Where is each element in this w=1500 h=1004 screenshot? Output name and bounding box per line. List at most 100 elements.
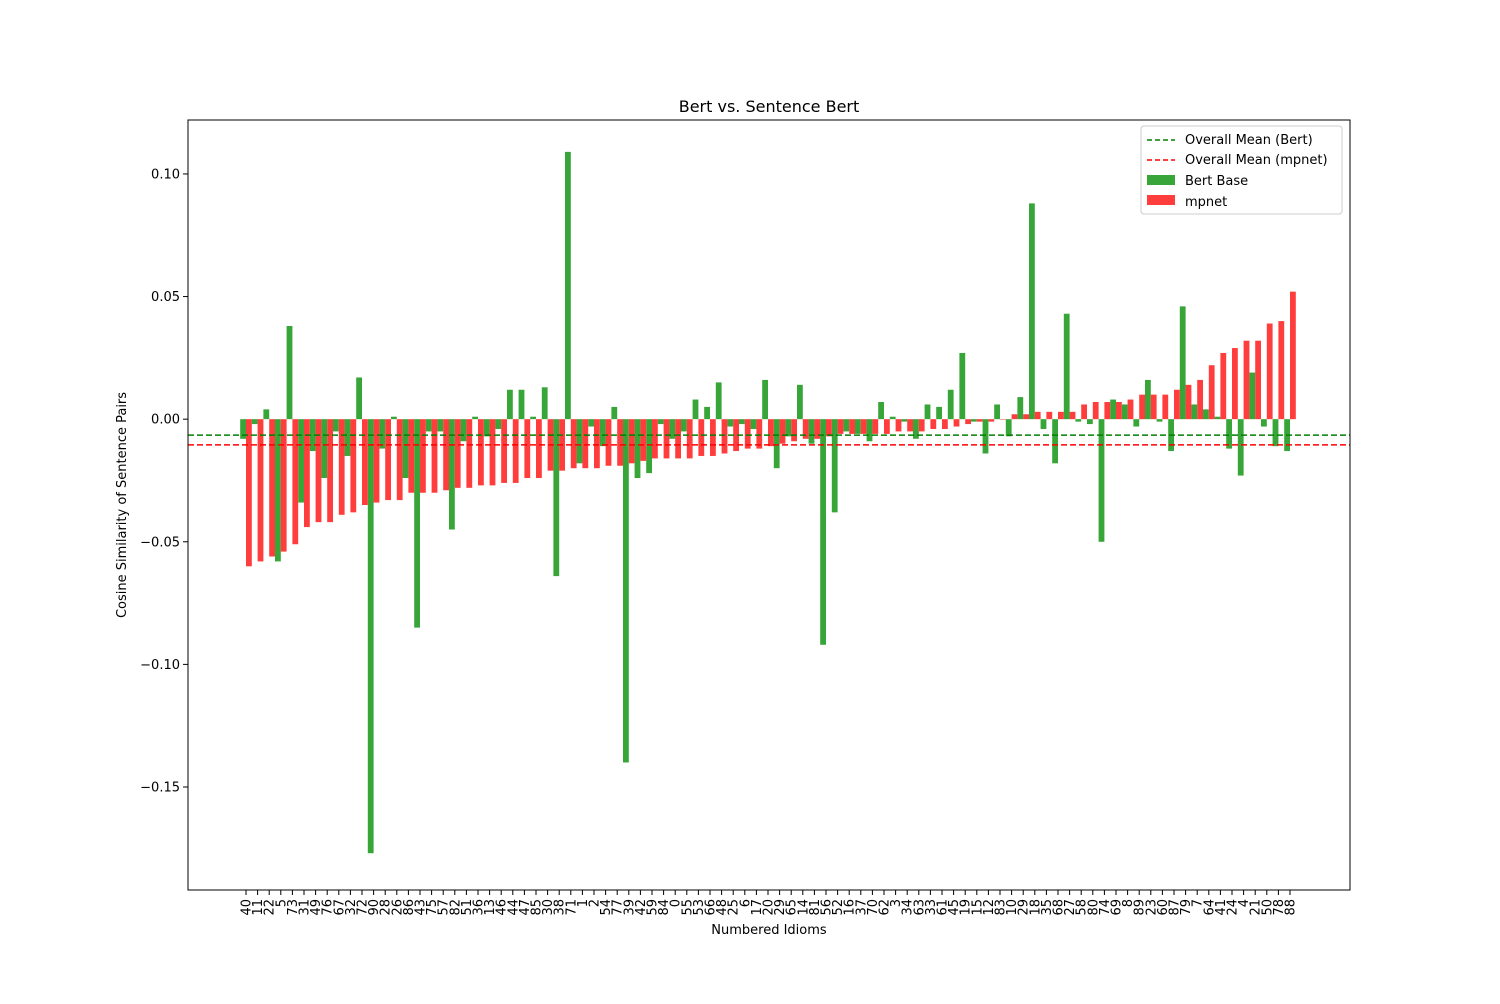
bar-mpnet-11	[373, 419, 380, 503]
y-tick-label-0: −0.15	[140, 781, 180, 796]
x-tick-label-37: 0	[669, 899, 684, 907]
bar-mpnet-19	[466, 419, 473, 488]
bar-bert-base-35	[646, 419, 652, 474]
x-tick-label-21: 13	[483, 899, 498, 916]
x-tick-label-9: 32	[344, 899, 359, 916]
bar-bert-base-26	[541, 387, 548, 420]
bar-mpnet-58	[918, 419, 925, 432]
x-tick-label-57: 34	[901, 899, 916, 916]
bar-bert-base-53	[855, 419, 861, 434]
bar-bert-base-54	[866, 419, 873, 442]
legend-label-mpnet: mpnet	[1185, 195, 1227, 210]
bar-bert-base-65	[994, 404, 1000, 420]
x-tick-label-70: 68	[1052, 899, 1067, 916]
bar-mpnet-52	[849, 419, 855, 434]
bar-bert-base-62	[959, 352, 966, 420]
bar-mpnet-49	[814, 419, 821, 439]
bar-mpnet-29	[582, 419, 589, 469]
x-tick-label-64: 12	[982, 899, 997, 916]
bar-mpnet-14	[408, 419, 415, 493]
bar-bert-base-88	[1261, 419, 1267, 427]
x-tick-label-89: 78	[1272, 899, 1287, 916]
bar-bert-base-31	[599, 419, 606, 447]
bar-mpnet-72	[1081, 404, 1087, 420]
bar-mpnet-40	[710, 419, 716, 456]
x-tick-label-8: 67	[332, 899, 347, 916]
bar-mpnet-82	[1197, 379, 1203, 420]
bar-mpnet-76	[1127, 399, 1134, 420]
bar-mpnet-55	[884, 419, 890, 434]
bar-bert-base-46	[773, 419, 780, 469]
x-tick-label-39: 53	[692, 899, 707, 916]
x-tick-label-24: 47	[518, 899, 533, 916]
bar-mpnet-4	[292, 419, 299, 545]
bar-bert-base-71	[1063, 313, 1070, 420]
bar-bert-base-4	[286, 325, 293, 420]
bar-bert-base-44	[750, 419, 757, 429]
x-tick-label-33: 39	[622, 899, 637, 916]
legend: Overall Mean (Bert) Overall Mean (mpnet)…	[1140, 125, 1343, 215]
x-tick-label-0: 40	[240, 899, 255, 916]
bar-bert-base-76	[1121, 404, 1128, 420]
bar-mpnet-18	[454, 419, 461, 488]
bar-mpnet-79	[1162, 394, 1169, 420]
bar-mpnet-25	[536, 419, 542, 479]
bar-bert-base-18	[449, 419, 455, 530]
bar-mpnet-13	[396, 419, 403, 501]
bar-mpnet-33	[628, 419, 635, 464]
bar-mpnet-51	[837, 419, 844, 434]
x-tick-label-25: 85	[530, 899, 545, 916]
bar-mpnet-31	[605, 419, 612, 466]
bar-bert-base-61	[947, 389, 954, 420]
bar-bert-base-10	[356, 377, 362, 420]
x-tick-label-41: 48	[715, 899, 730, 916]
x-tick-label-20: 36	[472, 899, 487, 916]
x-tick-label-31: 54	[599, 899, 614, 916]
x-tick-label-28: 71	[564, 899, 579, 916]
bar-mpnet-38	[686, 419, 693, 459]
x-tick-label-73: 80	[1086, 899, 1101, 916]
bar-bert-base-58	[913, 419, 919, 439]
bar-bert-base-40	[704, 406, 710, 420]
bar-mpnet-63	[976, 419, 983, 422]
x-axis-label: Numbered Idioms	[711, 923, 827, 938]
bar-mpnet-86	[1243, 340, 1250, 420]
bar-mpnet-64	[988, 419, 995, 422]
bar-mpnet-3	[280, 419, 287, 552]
bar-mpnet-8	[338, 419, 345, 515]
x-tick-label-53: 37	[854, 899, 869, 916]
bar-bert-base-59	[924, 404, 931, 420]
bar-mpnet-36	[663, 419, 670, 459]
x-tick-label-68: 18	[1028, 899, 1043, 916]
bar-bert-base-68	[1029, 203, 1035, 420]
y-axis: −0.15 −0.10 −0.05 0.00 0.05 0.10	[140, 167, 188, 796]
bar-bert-base-39	[692, 399, 699, 420]
legend-swatch-bert-base	[1147, 175, 1175, 185]
bar-mpnet-43	[744, 419, 751, 449]
bar-bert-base-22	[495, 419, 502, 429]
bar-bert-base-24	[518, 389, 525, 420]
x-tick-label-52: 16	[843, 899, 858, 916]
plot-frame	[187, 119, 1351, 891]
legend-frame	[1140, 125, 1343, 215]
x-tick-label-4: 73	[286, 899, 301, 916]
mean-lines-layer	[188, 434, 1350, 446]
x-tick-label-34: 42	[634, 899, 649, 916]
x-tick-label-38: 55	[680, 899, 695, 916]
chart-title: Bert vs. Sentence Bert	[679, 97, 860, 116]
bar-mpnet-53	[860, 419, 867, 434]
bar-mpnet-9	[350, 419, 357, 513]
bar-bert-base-74	[1098, 419, 1105, 542]
bar-bert-base-3	[275, 419, 281, 562]
bar-bert-base-70	[1052, 419, 1058, 464]
bar-bert-base-89	[1272, 419, 1279, 447]
bar-mpnet-44	[756, 419, 763, 449]
bar-bert-base-7	[321, 419, 328, 479]
x-tick-label-87: 21	[1249, 899, 1264, 916]
x-tick-label-83: 64	[1202, 899, 1217, 916]
bar-bert-base-73	[1087, 419, 1093, 425]
bar-mpnet-10	[362, 419, 368, 505]
bar-mpnet-89	[1278, 321, 1285, 420]
bar-mpnet-77	[1139, 394, 1145, 420]
bar-bert-base-34	[634, 419, 641, 479]
